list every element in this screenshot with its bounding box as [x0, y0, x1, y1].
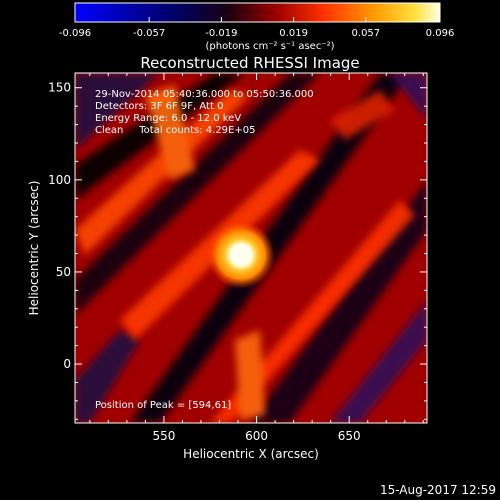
- colorbar-units-label: (photons cm⁻² s⁻¹ asec⁻²): [205, 41, 334, 52]
- footer-date: 15-Aug-2017 12:59: [380, 483, 496, 497]
- x-tick-label: 600: [245, 429, 268, 443]
- heatmap-image: [75, 73, 427, 423]
- colorbar-tick-label: -0.057: [133, 28, 165, 39]
- y-tick-label: 0: [63, 357, 71, 371]
- y-tick-label: 50: [56, 265, 71, 279]
- colorbar-tick-label: 0.057: [352, 28, 381, 39]
- y-tick-label: 150: [48, 81, 71, 95]
- plot-title: Reconstructed RHESSI Image: [140, 54, 359, 72]
- x-axis-label: Heliocentric X (arcsec): [183, 447, 319, 461]
- plot-frame: [74, 72, 428, 424]
- colorbar-gradient: [74, 2, 441, 23]
- annotation-detectors: Detectors: 3F 6F 9F, Att 0: [95, 101, 223, 112]
- colorbar-tick-label: -0.019: [205, 28, 237, 39]
- y-tick-label: 100: [48, 173, 71, 187]
- colorbar-ticks: -0.096 -0.057 -0.019 0.019 0.057 0.096: [59, 17, 454, 39]
- x-tick-label: 650: [338, 429, 361, 443]
- annotation-energy-range: Energy Range: 6.0 - 12.0 keV: [95, 113, 241, 124]
- colorbar-tick-label: 0.096: [426, 28, 455, 39]
- annotation-clean-counts: Clean Total counts: 4.29E+05: [95, 125, 255, 136]
- annotation-peak-position: Position of Peak = [594,61]: [95, 400, 231, 411]
- colorbar-tick-label: 0.019: [279, 28, 308, 39]
- y-axis-label: Heliocentric Y (arcsec): [27, 181, 41, 316]
- x-tick-label: 550: [152, 429, 175, 443]
- annotation-time-range: 29-Nov-2014 05:40:36.000 to 05:50:36.000: [95, 89, 314, 100]
- colorbar-tick-label: -0.096: [59, 28, 91, 39]
- axis-ticks: 550 600 650 0 50 100 150: [48, 73, 427, 443]
